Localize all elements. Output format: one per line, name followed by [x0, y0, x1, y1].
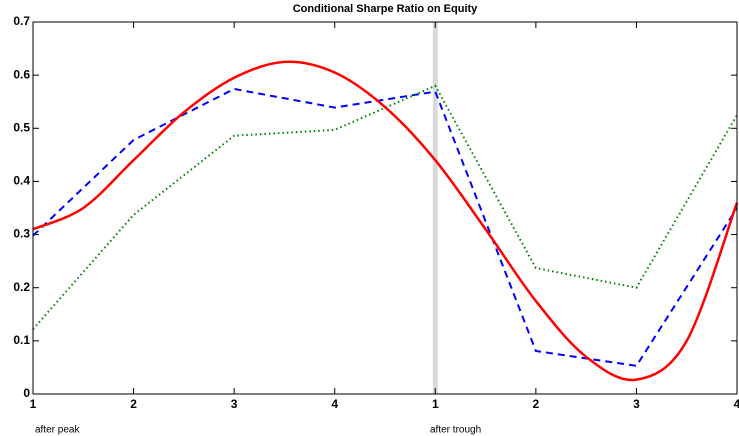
series-line [32, 87, 738, 367]
y-tick-label: 0.4 [13, 174, 30, 188]
plot-frame [32, 21, 738, 395]
x-tick-label: 2 [533, 397, 540, 411]
y-tick-label: 0.5 [13, 120, 30, 134]
chart-title: Conditional Sharpe Ratio on Equity [293, 3, 478, 15]
y-tick-label: 0.6 [13, 67, 30, 81]
series-line [32, 84, 738, 330]
y-tick-label: 0.7 [13, 14, 30, 28]
x-tick-label: 1 [432, 397, 439, 411]
x-tick-label: 3 [633, 397, 640, 411]
annotation: after peak [35, 425, 80, 436]
x-tick-label: 4 [734, 397, 739, 411]
x-tick-label: 1 [30, 397, 37, 411]
x-tick-label: 4 [331, 397, 338, 411]
y-tick-label: 0 [23, 386, 30, 400]
x-tick-label: 2 [130, 397, 137, 411]
annotation: after trough [430, 425, 481, 436]
x-tick-label: 3 [231, 397, 238, 411]
y-tick-label: 0.1 [13, 333, 30, 347]
series-line [32, 60, 739, 382]
y-tick-label: 0.2 [13, 280, 30, 294]
y-tick-label: 0.3 [13, 227, 30, 241]
